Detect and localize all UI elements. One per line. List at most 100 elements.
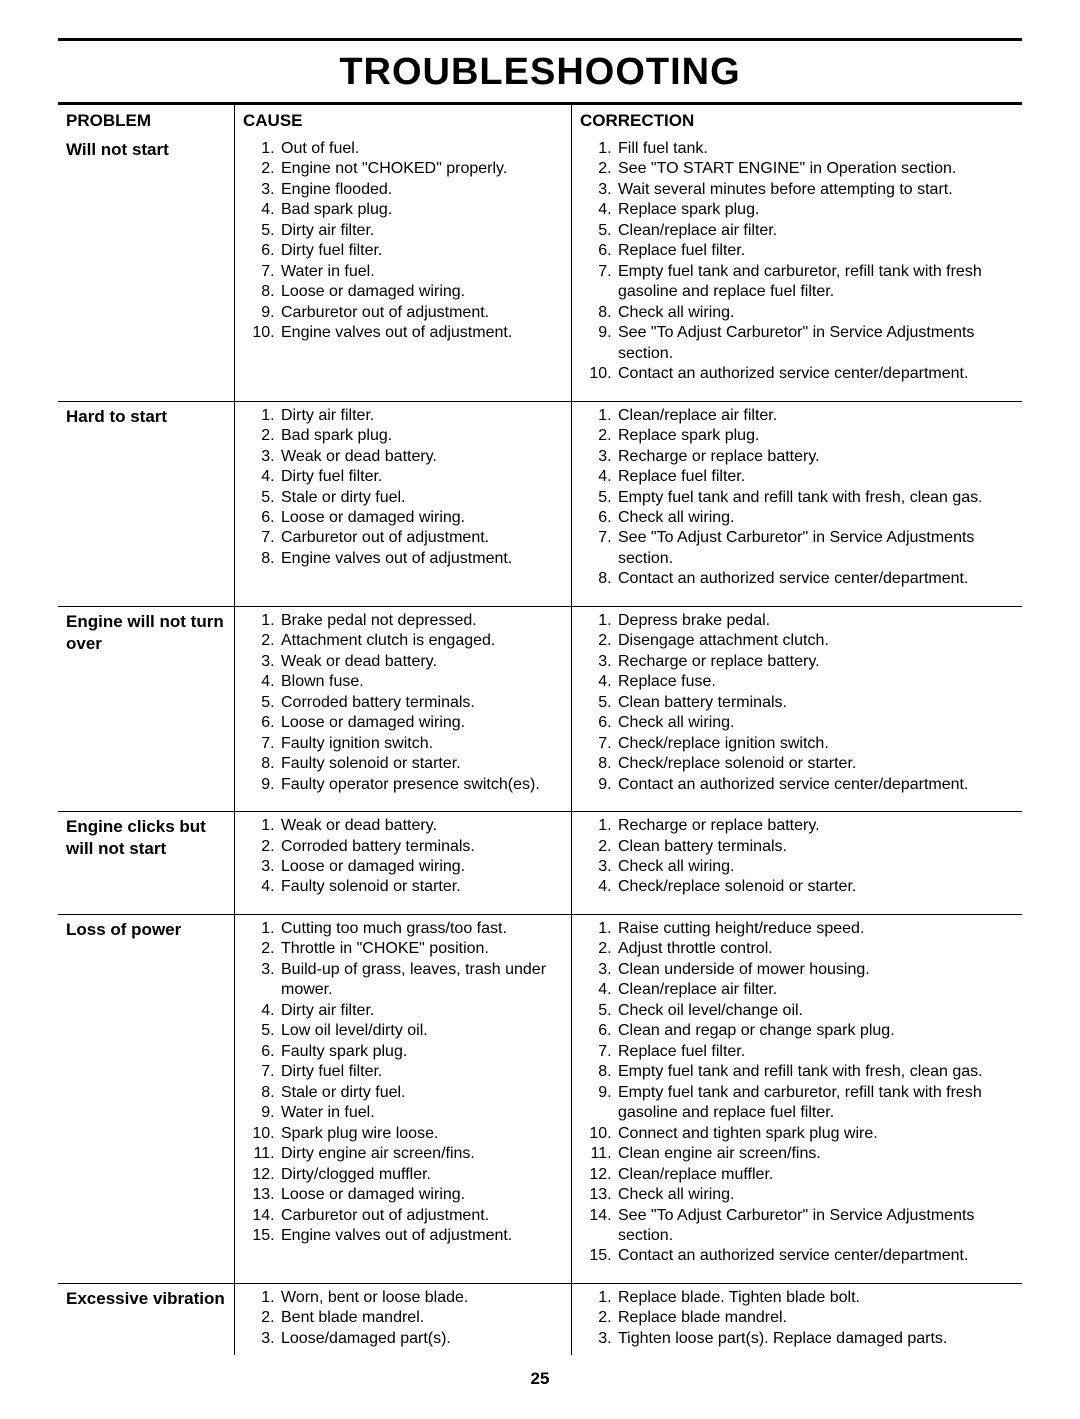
correction-cell: Replace blade. Tighten blade bolt.Replac… bbox=[572, 1283, 1023, 1355]
problem-label: Loss of power bbox=[66, 919, 226, 941]
row-separator bbox=[58, 801, 1022, 812]
problem-label: Engine clicks but will not start bbox=[66, 816, 226, 860]
table-row: Hard to start Dirty air filter.Bad spark … bbox=[58, 401, 1022, 596]
cause-item: Engine not "CHOKED" properly. bbox=[279, 159, 563, 179]
table-row: Will not startOut of fuel.Engine not "CH… bbox=[58, 135, 1022, 391]
cause-cell: Worn, bent or loose blade.Bent blade man… bbox=[235, 1283, 572, 1355]
cause-item: Faulty operator presence switch(es). bbox=[279, 775, 563, 795]
problem-cell: Engine will not turn over bbox=[58, 606, 235, 801]
cause-item: Dirty fuel filter. bbox=[279, 1062, 563, 1082]
correction-item: Check/replace ignition switch. bbox=[616, 734, 1014, 754]
correction-item: Replace fuel filter. bbox=[616, 241, 1014, 261]
cause-list: Brake pedal not depressed.Attachment clu… bbox=[243, 611, 563, 795]
correction-item: Replace blade. Tighten blade bolt. bbox=[616, 1288, 1014, 1308]
row-separator bbox=[58, 904, 1022, 915]
problem-label: Hard to start bbox=[66, 406, 226, 428]
table-row: Excessive vibrationWorn, bent or loose b… bbox=[58, 1283, 1022, 1355]
correction-item: Recharge or replace battery. bbox=[616, 447, 1014, 467]
cause-item: Faulty solenoid or starter. bbox=[279, 877, 563, 897]
correction-item: See "To Adjust Carburetor" in Service Ad… bbox=[616, 1206, 1014, 1247]
correction-item: See "To Adjust Carburetor" in Service Ad… bbox=[616, 323, 1014, 364]
cause-item: Low oil level/dirty oil. bbox=[279, 1021, 563, 1041]
correction-item: Contact an authorized service center/dep… bbox=[616, 1246, 1014, 1266]
cause-cell: Weak or dead battery.Corroded battery te… bbox=[235, 812, 572, 904]
correction-item: Contact an authorized service center/dep… bbox=[616, 364, 1014, 384]
correction-item: Empty fuel tank and refill tank with fre… bbox=[616, 488, 1014, 508]
cause-item: Blown fuse. bbox=[279, 672, 563, 692]
correction-item: Adjust throttle control. bbox=[616, 939, 1014, 959]
troubleshooting-table: PROBLEM CAUSE CORRECTION Will not startO… bbox=[58, 102, 1022, 1355]
cause-item: Bad spark plug. bbox=[279, 426, 563, 446]
top-rule bbox=[58, 38, 1022, 41]
correction-item: Replace blade mandrel. bbox=[616, 1308, 1014, 1328]
correction-item: Replace spark plug. bbox=[616, 426, 1014, 446]
cause-item: Corroded battery terminals. bbox=[279, 837, 563, 857]
correction-list: Recharge or replace battery.Clean batter… bbox=[580, 816, 1014, 898]
cause-cell: Dirty air filter.Bad spark plug.Weak or … bbox=[235, 401, 572, 596]
correction-item: Contact an authorized service center/dep… bbox=[616, 569, 1014, 589]
row-separator bbox=[58, 391, 1022, 402]
cause-item: Water in fuel. bbox=[279, 262, 563, 282]
header-correction: CORRECTION bbox=[572, 104, 1023, 136]
cause-item: Throttle in "CHOKE" position. bbox=[279, 939, 563, 959]
page-number: 25 bbox=[58, 1369, 1022, 1389]
correction-item: Check all wiring. bbox=[616, 857, 1014, 877]
cause-list: Weak or dead battery.Corroded battery te… bbox=[243, 816, 563, 898]
correction-item: Clean engine air screen/fins. bbox=[616, 1144, 1014, 1164]
correction-item: Clean and regap or change spark plug. bbox=[616, 1021, 1014, 1041]
table-body: Will not startOut of fuel.Engine not "CH… bbox=[58, 135, 1022, 1355]
cause-item: Stale or dirty fuel. bbox=[279, 1083, 563, 1103]
cause-item: Dirty air filter. bbox=[279, 1001, 563, 1021]
cause-item: Spark plug wire loose. bbox=[279, 1124, 563, 1144]
header-cause: CAUSE bbox=[235, 104, 572, 136]
cause-item: Loose or damaged wiring. bbox=[279, 857, 563, 877]
correction-item: See "To Adjust Carburetor" in Service Ad… bbox=[616, 528, 1014, 569]
correction-item: Check/replace solenoid or starter. bbox=[616, 877, 1014, 897]
correction-list: Raise cutting height/reduce speed.Adjust… bbox=[580, 919, 1014, 1267]
correction-item: Check all wiring. bbox=[616, 303, 1014, 323]
cause-item: Build-up of grass, leaves, trash under m… bbox=[279, 960, 563, 1001]
correction-item: Check all wiring. bbox=[616, 508, 1014, 528]
correction-item: Replace fuse. bbox=[616, 672, 1014, 692]
correction-list: Clean/replace air filter.Replace spark p… bbox=[580, 406, 1014, 590]
cause-item: Bent blade mandrel. bbox=[279, 1308, 563, 1328]
correction-cell: Depress brake pedal.Disengage attachment… bbox=[572, 606, 1023, 801]
table-row: Loss of power Cutting too much grass/too … bbox=[58, 914, 1022, 1272]
correction-list: Depress brake pedal.Disengage attachment… bbox=[580, 611, 1014, 795]
cause-item: Loose or damaged wiring. bbox=[279, 282, 563, 302]
cause-item: Dirty fuel filter. bbox=[279, 241, 563, 261]
correction-item: Fill fuel tank. bbox=[616, 139, 1014, 159]
cause-cell: Cutting too much grass/too fast.Throttle… bbox=[235, 914, 572, 1272]
correction-item: Depress brake pedal. bbox=[616, 611, 1014, 631]
problem-cell: Hard to start bbox=[58, 401, 235, 596]
correction-item: Clean/replace muffler. bbox=[616, 1165, 1014, 1185]
cause-item: Attachment clutch is engaged. bbox=[279, 631, 563, 651]
correction-list: Fill fuel tank.See "TO START ENGINE" in … bbox=[580, 139, 1014, 385]
correction-cell: Clean/replace air filter.Replace spark p… bbox=[572, 401, 1023, 596]
cause-list: Out of fuel.Engine not "CHOKED" properly… bbox=[243, 139, 563, 344]
correction-item: Empty fuel tank and carburetor, refill t… bbox=[616, 1083, 1014, 1124]
problem-cell: Loss of power bbox=[58, 914, 235, 1272]
cause-cell: Out of fuel.Engine not "CHOKED" properly… bbox=[235, 135, 572, 391]
correction-item: Disengage attachment clutch. bbox=[616, 631, 1014, 651]
cause-item: Dirty engine air screen/fins. bbox=[279, 1144, 563, 1164]
table-row: Engine will not turn overBrake pedal not… bbox=[58, 606, 1022, 801]
cause-item: Out of fuel. bbox=[279, 139, 563, 159]
correction-item: Tighten loose part(s). Replace damaged p… bbox=[616, 1329, 1014, 1349]
cause-item: Cutting too much grass/too fast. bbox=[279, 919, 563, 939]
row-separator bbox=[58, 596, 1022, 607]
problem-cell: Will not start bbox=[58, 135, 235, 391]
table-header-row: PROBLEM CAUSE CORRECTION bbox=[58, 104, 1022, 136]
cause-item: Carburetor out of adjustment. bbox=[279, 528, 563, 548]
correction-item: Clean underside of mower housing. bbox=[616, 960, 1014, 980]
page-container: TROUBLESHOOTING PROBLEM CAUSE CORRECTION… bbox=[0, 0, 1080, 1419]
cause-item: Carburetor out of adjustment. bbox=[279, 303, 563, 323]
cause-item: Engine valves out of adjustment. bbox=[279, 549, 563, 569]
cause-item: Dirty air filter. bbox=[279, 406, 563, 426]
correction-item: Raise cutting height/reduce speed. bbox=[616, 919, 1014, 939]
cause-item: Weak or dead battery. bbox=[279, 816, 563, 836]
correction-cell: Recharge or replace battery.Clean batter… bbox=[572, 812, 1023, 904]
cause-item: Brake pedal not depressed. bbox=[279, 611, 563, 631]
cause-list: Worn, bent or loose blade.Bent blade man… bbox=[243, 1288, 563, 1349]
page-title: TROUBLESHOOTING bbox=[58, 51, 1022, 94]
